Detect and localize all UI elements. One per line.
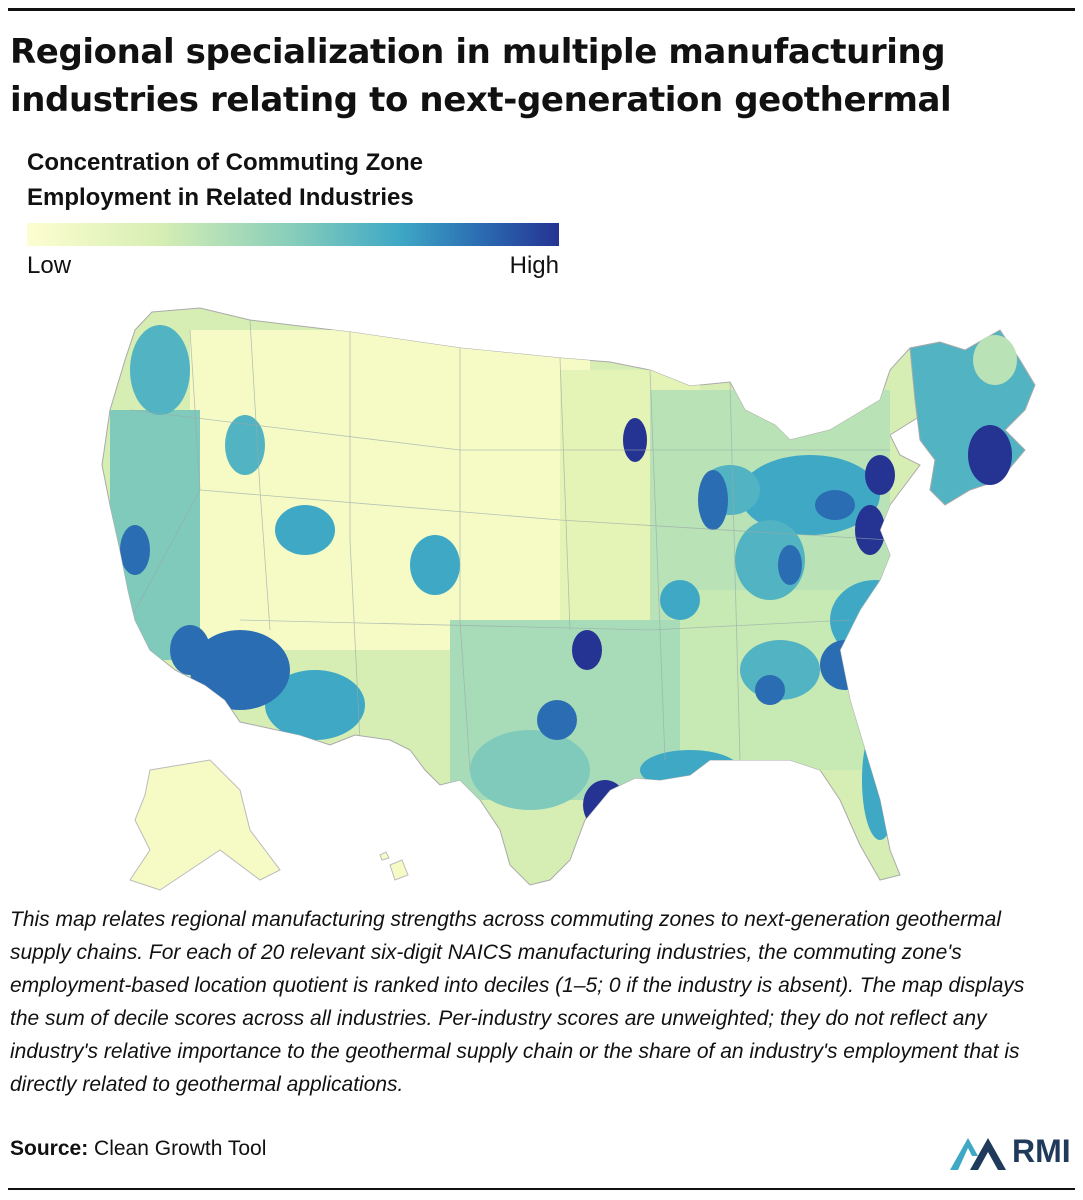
source-line: Source: Clean Growth Tool	[10, 1137, 266, 1161]
top-rule	[8, 8, 1075, 11]
bottom-rule	[8, 1188, 1075, 1190]
legend-low-label: Low	[27, 252, 72, 279]
rmi-logo-text: RMI	[1012, 1133, 1071, 1169]
methodology-note: This map relates regional manufacturing …	[10, 908, 1025, 1096]
legend-color-ramp	[27, 223, 559, 246]
source-text: Clean Growth Tool	[94, 1137, 267, 1160]
legend-title: Concentration of Commuting Zone Employme…	[27, 149, 423, 211]
rmi-logo-mark	[950, 1138, 1006, 1170]
source-label: Source:	[10, 1137, 89, 1160]
hawaii	[379, 851, 409, 881]
chart-title: Regional specialization in multiple manu…	[10, 32, 952, 120]
legend-high-label: High	[509, 252, 559, 279]
alaska	[129, 759, 281, 891]
us-choropleth-map	[101, 307, 1036, 891]
